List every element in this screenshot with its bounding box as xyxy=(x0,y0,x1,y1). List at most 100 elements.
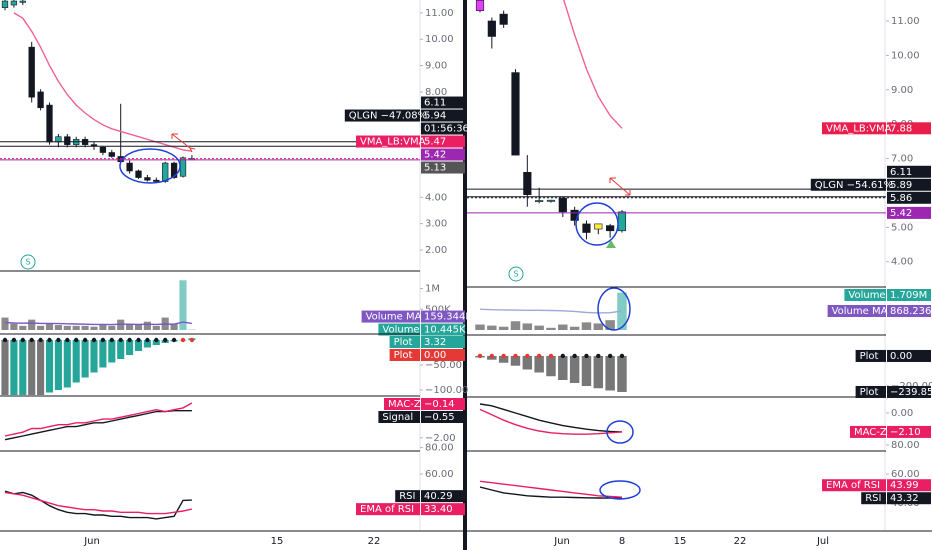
histogram-bar xyxy=(126,340,134,355)
y-tick-label: 4.00 xyxy=(425,192,447,203)
value-tag-label: 43.32 xyxy=(890,493,919,504)
name-tag-label: Plot xyxy=(394,337,413,348)
y-tick-label: 10.00 xyxy=(425,34,454,45)
value-tag-label: 5.13 xyxy=(424,163,446,174)
candle-body xyxy=(499,13,508,25)
histogram-bar xyxy=(108,340,116,363)
value-tag xyxy=(421,411,465,423)
candle-body xyxy=(10,0,18,6)
time-label: 22 xyxy=(368,536,381,547)
indicator-dot xyxy=(560,353,566,359)
histogram-bar xyxy=(152,325,160,330)
name-tag-label: Plot xyxy=(860,351,879,362)
value-tag xyxy=(887,349,931,362)
y-tick-label: 0.00 xyxy=(891,408,913,419)
histogram-bar xyxy=(510,321,521,330)
time-label: Jun xyxy=(83,536,100,547)
value-tag xyxy=(421,109,465,122)
name-tag xyxy=(822,479,886,492)
histogram-bar xyxy=(37,340,45,395)
histogram-bar xyxy=(108,325,116,330)
value-tag-label: 5.42 xyxy=(424,150,446,161)
histogram-bar xyxy=(605,320,615,330)
candle-body xyxy=(64,136,71,145)
name-tag-label: Volume xyxy=(382,325,419,336)
value-tag-label: 5.86 xyxy=(890,193,912,204)
time-label: 15 xyxy=(674,536,687,547)
drawn-ellipse xyxy=(599,480,641,500)
value-tag-label: 7.88 xyxy=(890,123,912,134)
marker-label: S xyxy=(25,258,30,267)
candle-body xyxy=(594,223,603,230)
time-label: Jun xyxy=(553,536,570,547)
y-tick-label: −50.00 xyxy=(425,360,462,371)
y-tick-label: 3.00 xyxy=(425,219,447,230)
value-tag-label: 0.00 xyxy=(890,351,912,362)
histogram-bar xyxy=(510,355,521,366)
indicator-dot xyxy=(525,353,530,359)
indicator-line xyxy=(4,410,192,441)
histogram-bar xyxy=(10,323,18,330)
name-tag xyxy=(844,289,886,301)
histogram-bar xyxy=(475,324,485,330)
indicator-dot xyxy=(145,337,150,343)
marker-label: S xyxy=(513,270,518,279)
candle-body xyxy=(55,136,62,143)
histogram-bar xyxy=(534,325,544,330)
value-tag xyxy=(887,165,931,178)
histogram-bar xyxy=(1,340,9,395)
histogram-bar xyxy=(605,355,615,391)
y-tick-label: 11.00 xyxy=(425,8,454,19)
indicator-line xyxy=(479,408,623,435)
value-tag-label: 6.11 xyxy=(890,167,912,178)
candle-body xyxy=(511,72,520,156)
histogram-bar xyxy=(558,324,568,330)
histogram-bar xyxy=(45,323,54,330)
candle-body xyxy=(144,177,151,181)
value-tag xyxy=(887,191,931,204)
y-tick-label: 60.00 xyxy=(425,469,454,480)
candle-body xyxy=(558,197,567,213)
name-tag-label: RSI xyxy=(399,491,415,502)
indicator-dot xyxy=(118,337,123,343)
indicator-dot xyxy=(47,337,52,343)
name-tag-label: MAC-Z xyxy=(388,399,421,410)
value-tag-label: −239.85 xyxy=(890,387,932,398)
histogram-bar xyxy=(1,317,9,330)
value-tag-label: −0.14 xyxy=(424,399,455,410)
indicator-dot xyxy=(584,353,589,359)
indicator-line xyxy=(4,321,193,326)
histogram-bar xyxy=(546,355,556,377)
candle-body xyxy=(606,225,615,232)
candle-body xyxy=(582,223,591,233)
histogram-bar xyxy=(593,355,604,389)
histogram-bar xyxy=(522,355,533,370)
histogram-bar xyxy=(19,325,27,330)
indicator-dot xyxy=(513,353,518,359)
histogram-bar xyxy=(72,325,80,330)
indicator-dot xyxy=(65,337,70,343)
name-tag xyxy=(356,503,420,516)
histogram-bar xyxy=(498,355,509,363)
name-tag xyxy=(378,323,420,336)
candle-body xyxy=(617,211,627,232)
name-tag-label: Volume MA xyxy=(832,306,888,317)
name-tag xyxy=(822,122,886,135)
y-tick-label: 11.00 xyxy=(891,16,920,27)
y-tick-label: 2.00 xyxy=(425,245,447,256)
candle-body xyxy=(135,170,142,178)
indicator-dot xyxy=(477,353,483,359)
indicator-dot xyxy=(136,337,141,343)
indicator-dot xyxy=(127,337,132,343)
value-tag-label: 40.29 xyxy=(424,491,453,502)
indicator-line xyxy=(479,480,623,498)
value-tag xyxy=(421,161,465,174)
value-tag-label: 5.42 xyxy=(890,208,912,219)
value-tag xyxy=(421,323,465,336)
indicator-line xyxy=(479,486,623,499)
candle-body xyxy=(475,0,485,11)
arrow xyxy=(171,133,196,153)
histogram-bar xyxy=(90,326,98,330)
histogram-bar xyxy=(54,325,62,330)
